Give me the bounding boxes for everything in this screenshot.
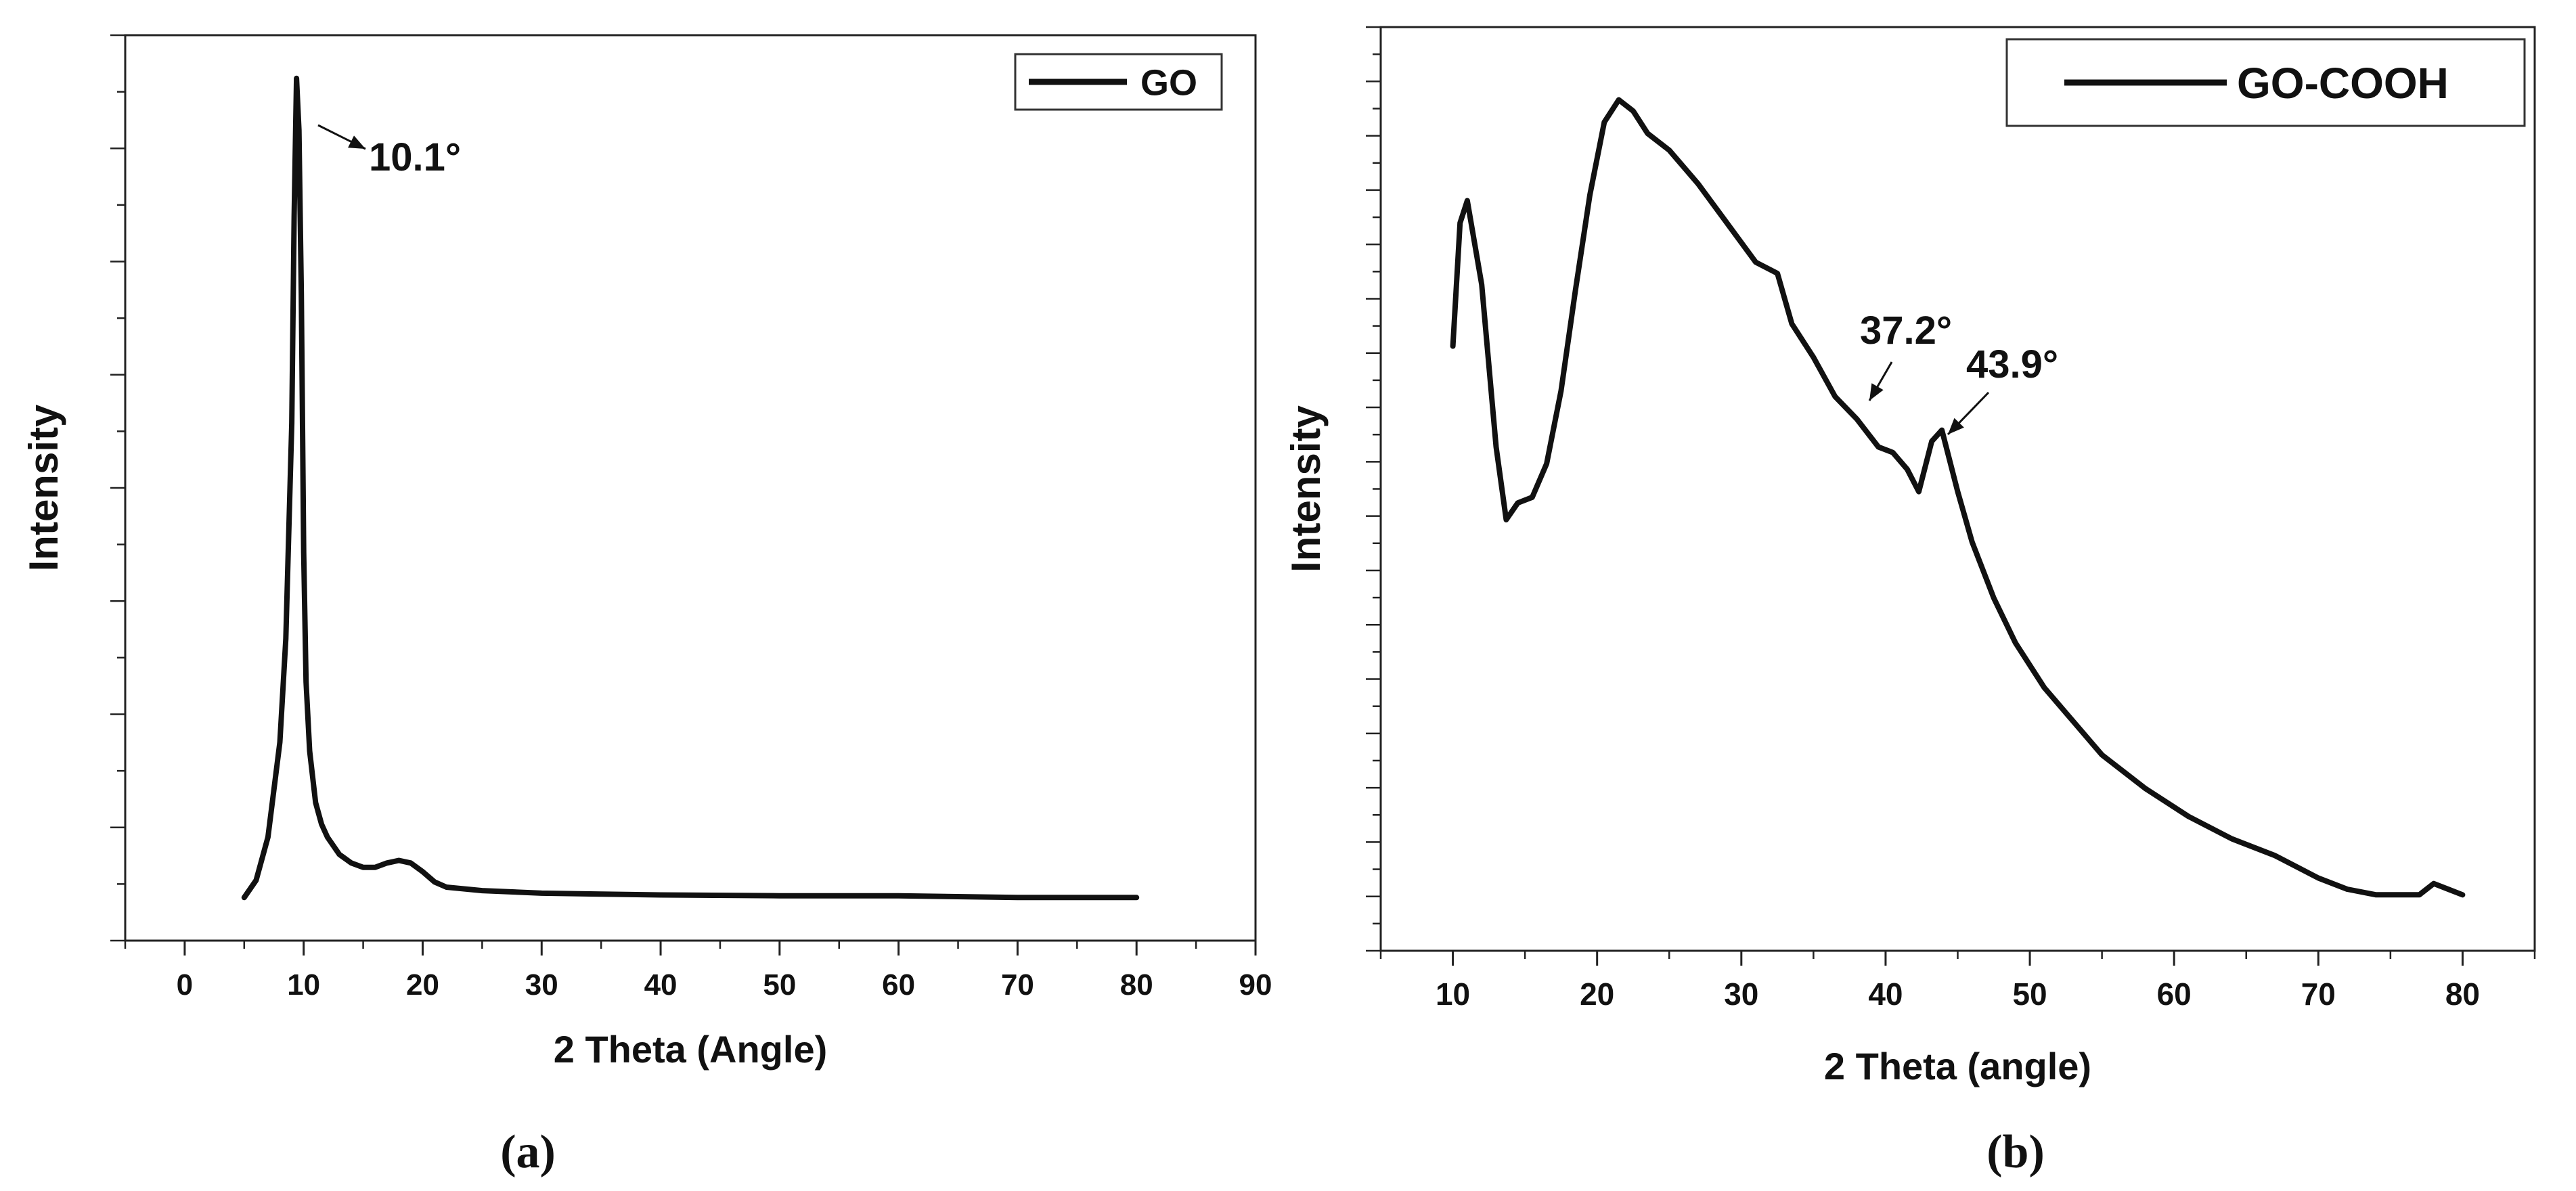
x-tick-label: 10 [1436,976,1470,1012]
x-tick-label: 40 [1868,976,1903,1012]
x-axis-title: 2 Theta (angle) [1824,1045,2091,1087]
x-tick-label: 0 [177,968,193,1002]
annotation-label: 37.2° [1860,309,1952,353]
annotation-arrow-head [1869,383,1884,401]
panel-label: (b) [1986,1126,2045,1178]
x-tick-label: 60 [882,968,915,1002]
chart-panel-b: 10 20 30 40 50 60 70 80 GO-COOH 37.2° 43.9° 2 Theta… [1283,26,2536,1178]
x-tick-label: 20 [1580,976,1614,1012]
series-line-go-cooh [1450,97,2466,898]
legend-label: GO-COOH [2237,59,2449,108]
legend-label: GO [1140,62,1197,103]
x-axis-title: 2 Theta (Angle) [554,1028,827,1071]
annotation-arrow-head [348,135,365,149]
x-tick-label: 30 [525,968,558,1002]
x-tick-label: 90 [1239,968,1272,1002]
x-tick-label: 50 [763,968,796,1002]
annotation-label: 43.9° [1966,342,2058,386]
series-line-go [241,75,1140,901]
chart-panel-a: 0 10 20 30 40 50 60 70 80 90 GO 10.1° 2 Theta (Angle… [21,34,1272,1178]
y-axis-title: Intensity [21,404,66,571]
x-tick-label: 70 [2301,976,2336,1012]
annotation-label: 10.1° [369,135,461,179]
x-tick-label: 50 [2012,976,2047,1012]
x-tick-label: 80 [2445,976,2480,1012]
x-tick-label: 80 [1120,968,1153,1002]
panel-label: (a) [500,1126,556,1178]
x-tick-label: 30 [1724,976,1758,1012]
y-axis-title: Intensity [1283,405,1329,572]
legend-box [2005,38,2526,127]
annotation-arrow-head [1948,418,1964,434]
x-tick-label: 60 [2157,976,2192,1012]
x-tick-label: 40 [644,968,678,1002]
x-tick-label: 20 [406,968,439,1002]
x-tick-label: 70 [1001,968,1034,1002]
x-tick-label: 10 [287,968,320,1002]
